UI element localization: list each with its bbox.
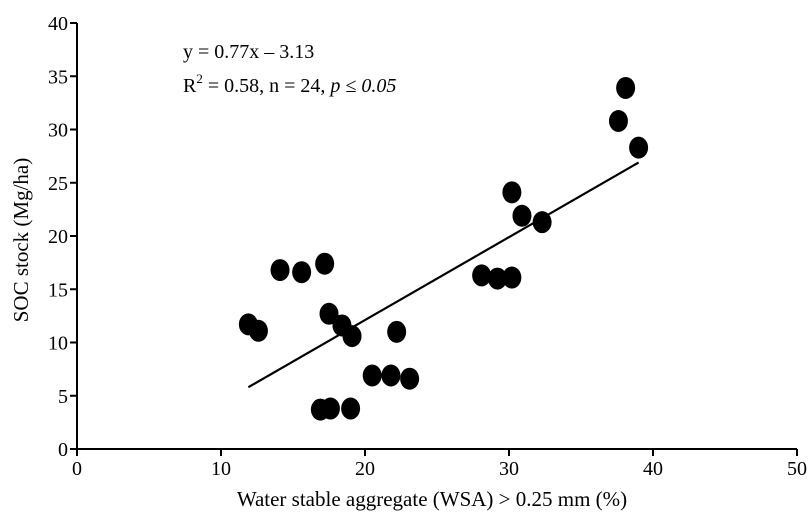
data-point — [472, 264, 492, 287]
data-point — [270, 259, 290, 282]
x-tick-label: 50 — [787, 458, 807, 480]
stats-r-label: R — [183, 75, 197, 97]
data-point — [532, 211, 552, 234]
data-point — [629, 136, 649, 159]
data-point — [487, 267, 507, 290]
data-point — [319, 302, 339, 325]
trendline-group — [247, 161, 640, 389]
y-tick-label: 10 — [48, 333, 68, 355]
x-tick-label: 0 — [72, 458, 82, 480]
data-point — [381, 364, 401, 387]
stats-r-superscript: 2 — [196, 71, 203, 86]
regression-stats: R2 = 0.58, n = 24, p ≤ 0.05 — [183, 71, 396, 97]
regression-equation: y = 0.77x – 3.13 — [183, 41, 314, 63]
data-point — [320, 397, 340, 420]
data-point — [387, 320, 407, 343]
x-tick-label: 40 — [643, 458, 663, 480]
data-point — [502, 181, 522, 204]
regression-line — [247, 161, 640, 389]
y-tick-label: 0 — [58, 439, 68, 461]
y-tick-label: 20 — [48, 226, 68, 248]
data-point — [292, 261, 312, 284]
data-point — [315, 252, 335, 275]
data-point — [400, 367, 420, 390]
data-point — [341, 397, 361, 420]
x-tick-label: 10 — [211, 458, 231, 480]
data-point — [342, 325, 362, 348]
y-tick-label: 15 — [48, 279, 68, 301]
data-point — [362, 364, 382, 387]
data-points — [238, 76, 649, 421]
data-point — [616, 76, 636, 99]
axes: 0 5 10 15 20 25 30 35 40 0 10 20 30 40 50 — [48, 13, 807, 480]
data-point — [512, 204, 532, 227]
data-point — [248, 319, 268, 342]
data-point — [502, 266, 522, 289]
y-axis-title: SOC stock (Mg/ha) — [9, 158, 33, 323]
y-tick-label: 5 — [58, 386, 68, 408]
x-tick-label: 30 — [499, 458, 519, 480]
y-tick-label: 30 — [48, 120, 68, 142]
stats-values: = 0.58, n = 24, — [203, 75, 331, 97]
stats-p-value: p ≤ 0.05 — [328, 75, 396, 97]
x-tick-label: 20 — [355, 458, 375, 480]
y-tick-label: 35 — [48, 66, 68, 88]
y-tick-label: 25 — [48, 173, 68, 195]
x-axis-title: Water stable aggregate (WSA) > 0.25 mm (… — [237, 487, 627, 511]
y-tick-label: 40 — [48, 13, 68, 35]
data-point — [608, 109, 628, 132]
